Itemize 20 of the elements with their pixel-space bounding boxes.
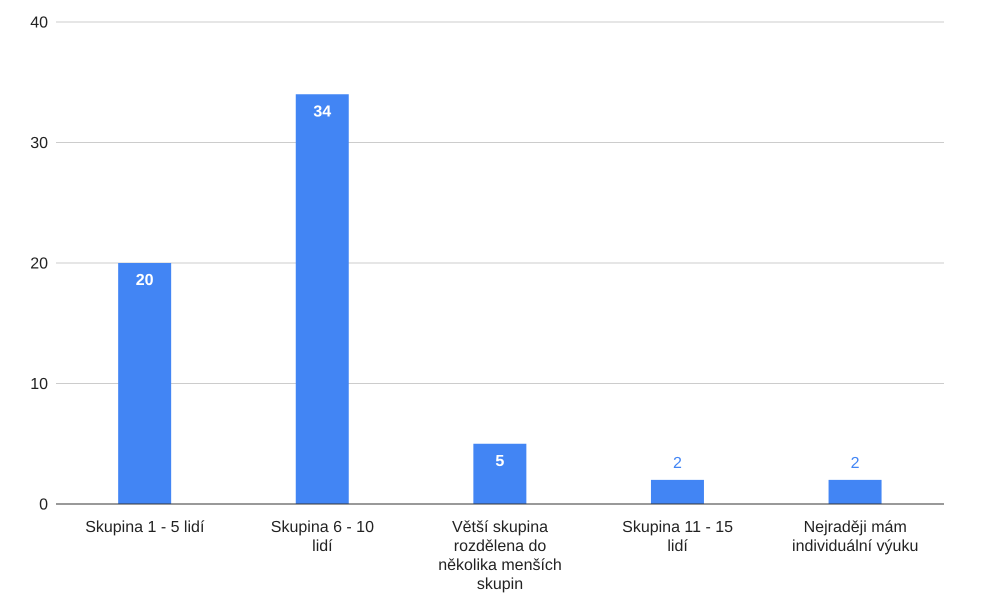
- y-tick-label: 30: [30, 135, 48, 152]
- data-label: 34: [313, 103, 332, 120]
- y-tick-label: 20: [30, 256, 48, 273]
- x-tick-label: Nejraději mám individuální výuku: [792, 519, 918, 555]
- bar: [296, 94, 349, 504]
- data-label: 20: [136, 272, 154, 289]
- y-tick-label: 10: [30, 376, 48, 394]
- bar: [650, 480, 704, 504]
- bar: [828, 480, 882, 504]
- data-label: 2: [673, 454, 682, 472]
- bar: [473, 444, 526, 504]
- x-tick-label: Skupina 1 - 5 lidí: [85, 519, 205, 536]
- bar: [118, 263, 172, 504]
- x-tick-label: Skupina 11 - 15 lidí: [622, 519, 734, 555]
- y-tick-label: 0: [39, 496, 48, 514]
- y-tick-label: 40: [30, 14, 48, 32]
- x-tick-label: Skupina 6 - 10 lidí: [270, 519, 374, 555]
- data-label: 2: [850, 454, 860, 472]
- x-tick-label: Větší skupina rozdělena do několika menších skupin: [438, 519, 562, 593]
- data-label: 5: [495, 452, 504, 470]
